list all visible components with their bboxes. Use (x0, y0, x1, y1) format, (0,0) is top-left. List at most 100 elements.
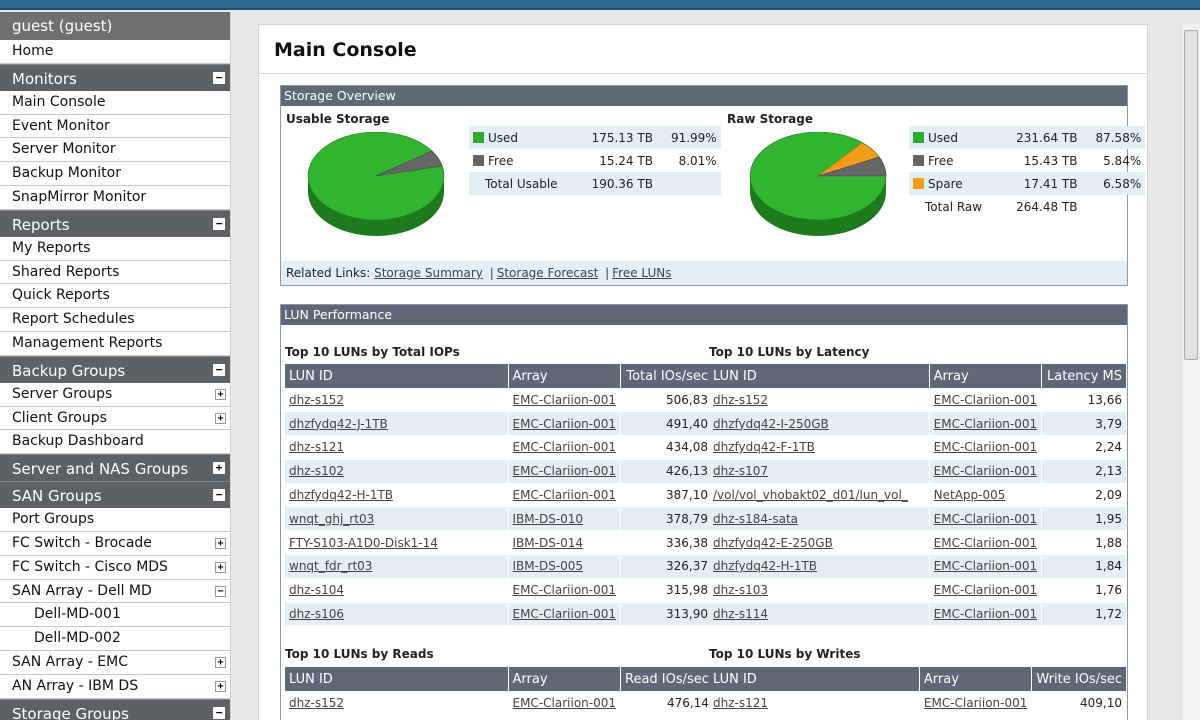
col-lun-id[interactable]: LUN ID (285, 364, 509, 388)
array-link[interactable]: EMC-Clariion-001 (933, 440, 1038, 455)
sidebar-item-backup-monitor[interactable]: Backup Monitor (0, 162, 230, 186)
sidebar-item-home[interactable]: Home (0, 40, 230, 64)
sidebar-item-dell-md-001[interactable]: Dell-MD-001 (0, 603, 230, 628)
lun-id-link[interactable]: dhz-s104 (289, 583, 345, 598)
lun-id-link[interactable]: dhzfydq42-F-1TB (713, 440, 815, 455)
sidebar-item-san-array-emc[interactable]: SAN Array - EMC + (0, 650, 230, 675)
lun-id-link[interactable]: dhz-s107 (713, 464, 769, 479)
collapse-icon[interactable]: − (213, 217, 225, 230)
collapse-icon[interactable]: − (213, 363, 225, 376)
array-link[interactable]: NetApp-005 (933, 488, 1006, 503)
sidebar-section-storage-groups[interactable]: Storage Groups − (0, 698, 230, 720)
lun-id-link[interactable]: wnqt_fdr_rt03 (289, 559, 373, 574)
lun-id-link[interactable]: FTY-S103-A1D0-Disk1-14 (289, 535, 438, 550)
array-link[interactable]: EMC-Clariion-001 (933, 535, 1038, 550)
col-read-ios[interactable]: Read IOs/sec (620, 667, 714, 691)
lun-id-link[interactable]: /vol/vol_vhobakt02_d01/lun_vol_ (713, 488, 908, 503)
array-link[interactable]: EMC-Clariion-001 (512, 392, 617, 407)
sidebar-item-quick-reports[interactable]: Quick Reports (0, 284, 230, 309)
sidebar-item-backup-dashboard[interactable]: Backup Dashboard (0, 430, 230, 455)
link-free-luns[interactable]: Free LUNs (612, 266, 672, 280)
collapse-icon[interactable]: − (213, 71, 225, 84)
col-lun-id[interactable]: LUN ID (285, 667, 509, 691)
sidebar-section-san-groups[interactable]: SAN Groups − (0, 481, 230, 509)
array-link[interactable]: EMC-Clariion-001 (512, 416, 617, 431)
lun-id-link[interactable]: dhz-s103 (713, 583, 769, 598)
col-write-ios[interactable]: Write IOs/sec (1031, 667, 1127, 691)
collapse-icon[interactable]: − (213, 706, 225, 719)
expand-icon[interactable]: + (215, 561, 226, 573)
lun-id-link[interactable]: wnqt_ghj_rt03 (289, 511, 375, 526)
vertical-scrollbar[interactable] (1181, 24, 1200, 720)
sidebar-item-dell-md-002[interactable]: Dell-MD-002 (0, 627, 230, 651)
array-link[interactable]: EMC-Clariion-001 (933, 607, 1038, 622)
collapse-icon[interactable]: − (213, 489, 225, 502)
array-link[interactable]: EMC-Clariion-001 (933, 583, 1038, 598)
col-total-ios[interactable]: Total IOs/sec (620, 364, 713, 388)
lun-id-link[interactable]: dhz-s106 (289, 607, 345, 622)
scrollbar-thumb[interactable] (1184, 30, 1198, 360)
sidebar-item-main-console[interactable]: Main Console (0, 90, 230, 115)
array-link[interactable]: EMC-Clariion-001 (933, 464, 1038, 479)
col-array[interactable]: Array (919, 667, 1033, 691)
lun-id-link[interactable]: dhzfydq42-H-1TB (713, 559, 818, 574)
sidebar-item-my-reports[interactable]: My Reports (0, 236, 230, 261)
lun-id-link[interactable]: dhz-s121 (289, 440, 345, 455)
expand-icon[interactable]: + (213, 462, 225, 475)
sidebar-item-snapmirror-monitor[interactable]: SnapMirror Monitor (0, 185, 230, 210)
lun-id-link[interactable]: dhz-s102 (289, 464, 345, 479)
array-link[interactable]: EMC-Clariion-001 (933, 392, 1038, 407)
array-link[interactable]: EMC-Clariion-001 (512, 695, 617, 710)
array-link[interactable]: EMC-Clariion-001 (512, 488, 617, 503)
lun-id-link[interactable]: dhzfydq42-J-1TB (289, 416, 388, 431)
sidebar-item-server-groups[interactable]: Server Groups + (0, 382, 230, 407)
sidebar-item-client-groups[interactable]: Client Groups + (0, 406, 230, 431)
array-link[interactable]: EMC-Clariion-001 (933, 416, 1038, 431)
lun-id-link[interactable]: dhz-s184-sata (713, 511, 799, 526)
collapse-icon[interactable]: − (215, 585, 226, 597)
sidebar-section-monitors[interactable]: Monitors − (0, 63, 230, 91)
lun-id-link[interactable]: dhzfydq42-I-250GB (713, 416, 829, 431)
col-latency[interactable]: Latency MS (1041, 364, 1127, 388)
expand-icon[interactable]: + (215, 412, 226, 424)
lun-id-link[interactable]: dhz-s114 (713, 607, 769, 622)
sidebar-item-fc-switch-cisco-mds[interactable]: FC Switch - Cisco MDS + (0, 555, 230, 580)
array-link[interactable]: EMC-Clariion-001 (512, 440, 617, 455)
lun-id-link[interactable]: dhz-s121 (713, 695, 769, 710)
array-link[interactable]: IBM-DS-010 (512, 511, 584, 526)
sidebar-section-reports[interactable]: Reports − (0, 209, 230, 237)
sidebar-item-san-array-dell-md[interactable]: SAN Array - Dell MD − (0, 579, 230, 604)
col-lun-id[interactable]: LUN ID (709, 364, 930, 388)
array-link[interactable]: EMC-Clariion-001 (923, 695, 1028, 710)
sidebar-item-an-array-ibm-ds[interactable]: AN Array - IBM DS + (0, 674, 230, 699)
link-storage-summary[interactable]: Storage Summary (374, 266, 483, 280)
col-array[interactable]: Array (508, 667, 621, 691)
array-link[interactable]: EMC-Clariion-001 (512, 607, 617, 622)
lun-id-link[interactable]: dhz-s152 (713, 392, 769, 407)
lun-id-link[interactable]: dhz-s152 (289, 392, 345, 407)
sidebar-item-fc-switch-brocade[interactable]: FC Switch - Brocade + (0, 531, 230, 556)
expand-icon[interactable]: + (215, 537, 226, 549)
sidebar-item-port-groups[interactable]: Port Groups (0, 508, 230, 532)
lun-id-link[interactable]: dhz-s152 (289, 695, 345, 710)
col-array[interactable]: Array (508, 364, 621, 388)
array-link[interactable]: IBM-DS-005 (512, 559, 584, 574)
lun-id-link[interactable]: dhzfydq42-H-1TB (289, 488, 394, 503)
sidebar-item-server-monitor[interactable]: Server Monitor (0, 138, 230, 163)
lun-id-link[interactable]: dhzfydq42-E-250GB (713, 535, 833, 550)
expand-icon[interactable]: + (215, 656, 226, 668)
sidebar-section-backup-groups[interactable]: Backup Groups − (0, 355, 230, 383)
sidebar-item-shared-reports[interactable]: Shared Reports (0, 260, 230, 285)
array-link[interactable]: IBM-DS-014 (512, 535, 584, 550)
sidebar-item-event-monitor[interactable]: Event Monitor (0, 114, 230, 139)
array-link[interactable]: EMC-Clariion-001 (512, 583, 617, 598)
expand-icon[interactable]: + (215, 388, 226, 400)
array-link[interactable]: EMC-Clariion-001 (933, 559, 1038, 574)
link-storage-forecast[interactable]: Storage Forecast (496, 266, 599, 280)
expand-icon[interactable]: + (215, 680, 226, 692)
sidebar-item-management-reports[interactable]: Management Reports (0, 331, 230, 356)
array-link[interactable]: EMC-Clariion-001 (933, 511, 1038, 526)
sidebar-section-server-nas[interactable]: Server and NAS Groups + (0, 454, 230, 482)
array-link[interactable]: EMC-Clariion-001 (512, 464, 617, 479)
sidebar-item-report-schedules[interactable]: Report Schedules (0, 308, 230, 332)
